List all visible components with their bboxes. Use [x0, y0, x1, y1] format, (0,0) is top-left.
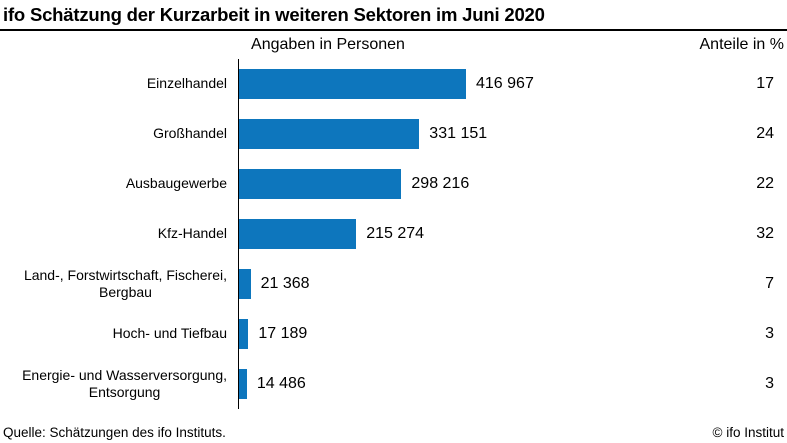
category-label-cell: Großhandel: [0, 109, 238, 159]
value-label: 416 967: [476, 75, 534, 92]
share-label: 17: [756, 75, 774, 92]
value-label: 298 216: [411, 175, 470, 192]
share-cell: 17: [669, 59, 787, 109]
share-label: 7: [765, 275, 774, 292]
bar: [239, 369, 247, 399]
category-label: Energie- und Wasserversorgung, Entsorgun…: [22, 366, 227, 401]
category-label: Ausbaugewerbe: [125, 175, 227, 192]
value-label: 331 151: [429, 125, 488, 142]
bar-cell: 298 216: [238, 159, 669, 209]
category-label: Land-, Forstwirtschaft, Fischerei, Bergb…: [23, 266, 227, 301]
share-label: 24: [756, 125, 774, 142]
bar: [239, 119, 420, 149]
footer: Quelle: Schätzungen des ifo Instituts. ©…: [0, 425, 787, 440]
category-label-cell: Hoch- und Tiefbau: [0, 309, 238, 359]
value-label: 215 274: [366, 225, 425, 242]
chart-row: Energie- und Wasserversorgung, Entsorgun…: [0, 359, 787, 409]
share-label: 3: [765, 325, 774, 342]
share-cell: 3: [669, 359, 787, 409]
category-label-cell: Einzelhandel: [0, 59, 238, 109]
share-cell: 32: [669, 209, 787, 259]
bar-cell: 14 486: [238, 359, 669, 409]
share-label: 22: [756, 175, 774, 192]
bar: [239, 319, 249, 349]
category-label-cell: Land-, Forstwirtschaft, Fischerei, Bergb…: [0, 259, 238, 309]
chart-row: Großhandel 331 151 24: [0, 109, 787, 159]
bar: [239, 69, 466, 99]
category-label-cell: Energie- und Wasserversorgung, Entsorgun…: [0, 359, 238, 409]
title-bar: ifo Schätzung der Kurzarbeit in weiteren…: [0, 0, 787, 31]
chart-row: Land-, Forstwirtschaft, Fischerei, Bergb…: [0, 259, 787, 309]
category-label: Einzelhandel: [146, 75, 227, 92]
source-note: Quelle: Schätzungen des ifo Instituts.: [3, 425, 226, 440]
chart-row: Einzelhandel 416 967 17: [0, 59, 787, 109]
column-header-shares: Anteile in %: [699, 36, 785, 53]
category-label: Kfz-Handel: [157, 225, 227, 242]
share-cell: 7: [669, 259, 787, 309]
share-cell: 24: [669, 109, 787, 159]
value-label: 14 486: [256, 375, 306, 392]
category-label-cell: Ausbaugewerbe: [0, 159, 238, 209]
bar: [239, 269, 251, 299]
category-label-cell: Kfz-Handel: [0, 209, 238, 259]
category-label: Hoch- und Tiefbau: [112, 325, 227, 342]
share-cell: 3: [669, 309, 787, 359]
value-label: 21 368: [260, 275, 310, 292]
category-label: Großhandel: [153, 125, 227, 142]
bar-cell: 416 967: [238, 59, 669, 109]
chart-row: Ausbaugewerbe 298 216 22: [0, 159, 787, 209]
column-headers: Angaben in Personen Anteile in %: [0, 31, 787, 59]
share-label: 32: [756, 225, 774, 242]
copyright-note: © ifo Institut: [712, 425, 784, 440]
bar-cell: 331 151: [238, 109, 669, 159]
bar: [239, 219, 357, 249]
share-cell: 22: [669, 159, 787, 209]
share-label: 3: [765, 375, 774, 392]
bar: [239, 169, 402, 199]
chart-row: Kfz-Handel 215 274 32: [0, 209, 787, 259]
value-label: 17 189: [258, 325, 308, 342]
chart-row: Hoch- und Tiefbau 17 189 3: [0, 309, 787, 359]
column-header-persons: Angaben in Personen: [251, 36, 405, 53]
bar-cell: 215 274: [238, 209, 669, 259]
bar-cell: 17 189: [238, 309, 669, 359]
page-title: ifo Schätzung der Kurzarbeit in weiteren…: [3, 3, 545, 25]
chart-rows: Einzelhandel 416 967 17 Großhandel 331 1…: [0, 59, 787, 409]
bar-cell: 21 368: [238, 259, 669, 309]
